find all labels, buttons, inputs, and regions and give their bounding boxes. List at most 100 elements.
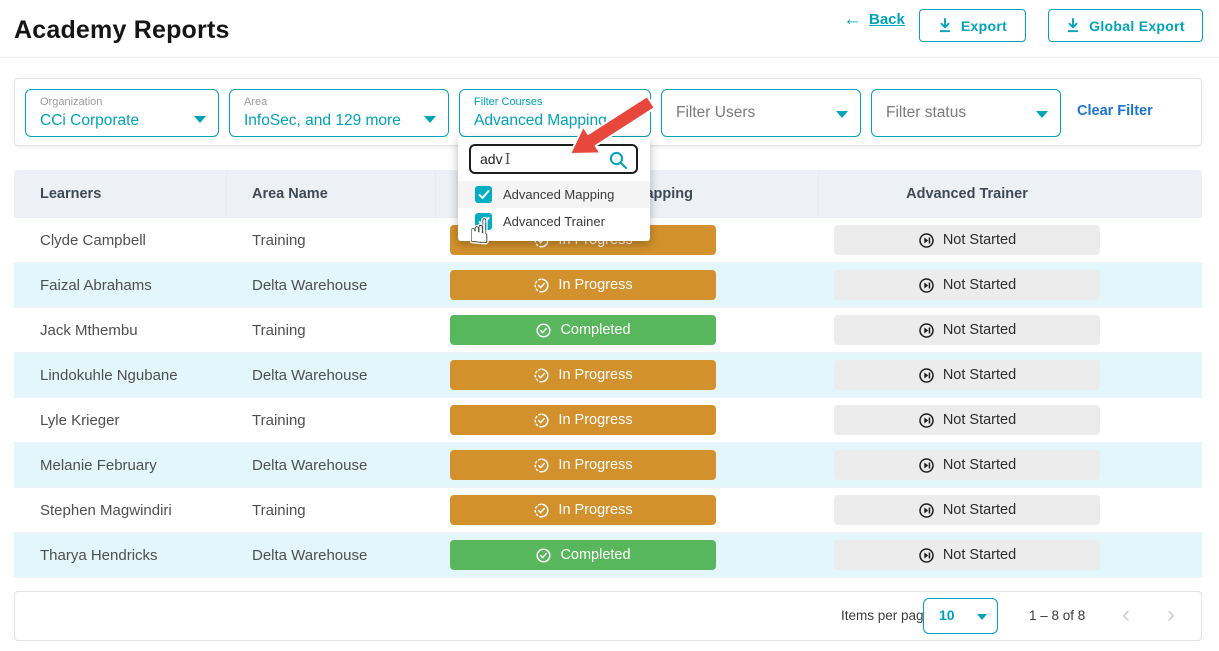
title-divider [0,57,1219,58]
status-badge-label: In Progress [558,277,633,293]
back-link[interactable]: ← Back [843,10,905,29]
learner-name: Lindokuhle Ngubane [40,367,178,384]
items-per-page-select[interactable]: 10 [923,598,998,634]
chevron-down-icon [1036,111,1048,118]
search-icon [609,151,627,169]
clear-filter-link[interactable]: Clear Filter [1077,103,1153,119]
column-header-learners: Learners [40,186,102,202]
status-badge[interactable]: Not Started [834,360,1100,390]
table-row: Lindokuhle Ngubane Delta Warehouse In Prog… [14,353,1202,398]
previous-page-button[interactable]: ‹ [1122,601,1130,628]
items-per-page-value: 10 [939,607,955,623]
area-name: Delta Warehouse [252,547,368,564]
area-filter-label: Area [244,96,268,108]
checkbox-checked-icon[interactable] [475,186,492,203]
chevron-down-icon [836,111,848,118]
area-name: Training [252,412,306,429]
not-started-icon [919,367,934,383]
page-range-label: 1 – 8 of 8 [1029,608,1086,623]
column-header-area-name: Area Name [252,186,328,202]
courses-search-value: adv [480,151,503,167]
column-header-advanced-trainer: Advanced Trainer [906,186,1028,202]
status-badge[interactable]: In Progress [450,495,716,525]
checkbox-checked-icon[interactable] [475,213,492,230]
users-filter-placeholder: Filter Users [676,104,756,121]
status-badge-label: Completed [560,322,631,338]
download-icon [939,18,950,33]
course-option-label: Advanced Mapping [503,187,615,202]
not-started-icon [919,502,934,518]
status-badge[interactable]: In Progress [450,360,716,390]
table-row: Lyle Krieger Training In Progress Not Start… [14,398,1202,443]
area-filter-value: InfoSec, and 129 more [244,112,401,130]
status-badge[interactable]: Not Started [834,405,1100,435]
status-badge-label: In Progress [558,502,633,518]
global-export-button-label: Global Export [1089,17,1185,34]
course-option-advanced-trainer[interactable]: Advanced Trainer [458,208,650,235]
learner-name: Lyle Krieger [40,412,120,429]
status-badge[interactable]: Not Started [834,270,1100,300]
area-name: Delta Warehouse [252,457,368,474]
in-progress-icon [534,277,549,293]
next-page-button[interactable]: › [1167,601,1175,628]
in-progress-icon [534,457,549,473]
table-row: Jack Mthembu Training Completed Not Started [14,308,1202,353]
learner-name: Stephen Magwindiri [40,502,172,519]
status-badge[interactable]: In Progress [450,405,716,435]
status-badge[interactable]: Not Started [834,315,1100,345]
learner-name: Clyde Campbell [40,232,146,249]
course-option-advanced-mapping[interactable]: Advanced Mapping [458,181,650,208]
not-started-icon [919,322,934,338]
status-badge[interactable]: Not Started [834,225,1100,255]
organization-filter-label: Organization [40,96,103,108]
not-started-icon [919,277,934,293]
courses-dropdown-panel: adv I Advanced Mapping Advanced Trainer [458,137,650,241]
in-progress-icon [534,412,549,428]
completed-icon [536,547,551,563]
area-name: Delta Warehouse [252,367,368,384]
pagination-bar: Items per page: 10 1 – 8 of 8 ‹ › [14,591,1202,641]
status-badge-label: Not Started [942,502,1017,518]
chevron-down-icon [194,116,206,123]
status-badge-label: In Progress [558,457,633,473]
learner-name: Jack Mthembu [40,322,138,339]
status-badge[interactable]: Not Started [834,495,1100,525]
status-badge[interactable]: In Progress [450,270,716,300]
filter-bar: Organization CCi Corporate Area InfoSec,… [14,78,1202,146]
status-badge[interactable]: Completed [450,540,716,570]
status-badge-label: In Progress [558,412,633,428]
table-row: Melanie February Delta Warehouse In Progre… [14,443,1202,488]
export-button-label: Export [960,17,1008,34]
in-progress-icon [534,502,549,518]
status-badge[interactable]: Not Started [834,540,1100,570]
status-badge-label: Not Started [942,412,1017,428]
status-badge[interactable]: Not Started [834,450,1100,480]
area-name: Delta Warehouse [252,277,368,294]
not-started-icon [919,412,934,428]
status-badge[interactable]: In Progress [450,450,716,480]
back-arrow-icon: ← [843,9,862,30]
global-export-button[interactable]: Global Export [1048,9,1203,42]
course-option-label: Advanced Trainer [503,214,605,229]
area-name: Training [252,322,306,339]
download-icon [1068,18,1079,33]
status-badge[interactable]: Completed [450,315,716,345]
users-filter[interactable]: Filter Users [661,89,861,137]
chevron-down-icon [626,116,638,123]
status-filter[interactable]: Filter status [871,89,1061,137]
export-button[interactable]: Export [919,9,1026,42]
courses-search-input[interactable]: adv I [469,144,638,174]
area-name: Training [252,232,306,249]
not-started-icon [919,232,934,248]
courses-filter[interactable]: Filter Courses Advanced Mapping, ... [459,89,651,137]
chevron-down-icon [977,614,987,620]
back-link-label: Back [869,11,905,28]
status-badge-label: Not Started [942,367,1017,383]
table-row: Faizal Abrahams Delta Warehouse In Progres… [14,263,1202,308]
courses-filter-label: Filter Courses [474,96,543,108]
status-badge-label: Not Started [942,232,1017,248]
area-filter[interactable]: Area InfoSec, and 129 more [229,89,449,137]
organization-filter[interactable]: Organization CCi Corporate [25,89,219,137]
check-icon [478,189,489,199]
